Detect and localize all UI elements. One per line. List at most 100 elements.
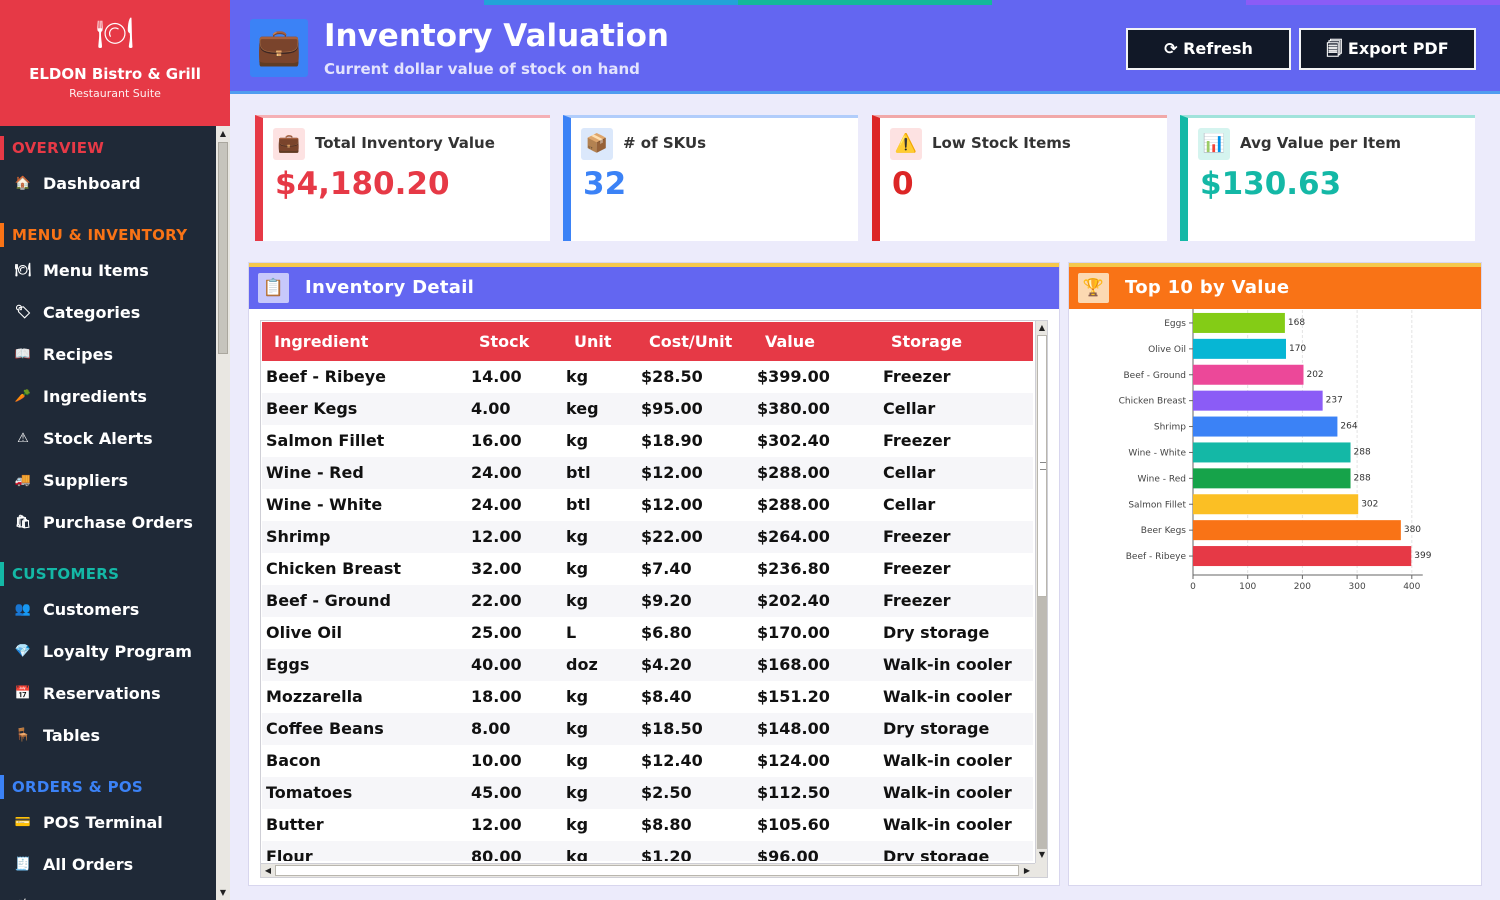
table-cell: Flour [266, 847, 313, 861]
table-cell: $22.00 [641, 527, 703, 546]
table-cell: $95.00 [641, 399, 703, 418]
table-row[interactable]: Beef - Ground 22.00 kg $9.20 $202.40 Freezer [262, 585, 1033, 617]
table-cell: Cellar [883, 495, 936, 514]
table-row[interactable]: Olive Oil 25.00 L $6.80 $170.00 Dry storage [262, 617, 1033, 649]
table-cell: $288.00 [757, 495, 830, 514]
table-row[interactable]: Wine - White 24.00 btl $12.00 $288.00 Cellar [262, 489, 1033, 521]
table-row[interactable]: Flour 80.00 kg $1.20 $96.00 Dry storage [262, 841, 1033, 861]
table-cell: Freezer [883, 431, 951, 450]
table-row[interactable]: Eggs 40.00 doz $4.20 $168.00 Walk-in cooler [262, 649, 1033, 681]
table-cell: Freezer [883, 559, 951, 578]
sidebar-item-loyalty-program[interactable]: 💎 Loyalty Program [0, 634, 216, 670]
table-cell: $380.00 [757, 399, 830, 418]
header-accent-stripe [992, 0, 1246, 5]
table-vertical-scrollbar[interactable]: ▲ ▼ [1035, 321, 1047, 863]
sidebar-item-customers[interactable]: 👥 Customers [0, 592, 216, 628]
table-cell: kg [566, 527, 589, 546]
nav-icon: 💳 [14, 815, 32, 830]
table-row[interactable]: Beef - Ribeye 14.00 kg $28.50 $399.00 Freezer [262, 361, 1033, 393]
category-label: Salmon Fillet [1128, 500, 1186, 510]
table-cell: Eggs [266, 655, 310, 674]
refresh-button[interactable]: ⟳ Refresh [1126, 28, 1291, 70]
table-cell: kg [566, 367, 589, 386]
table-cell: Freezer [883, 527, 951, 546]
table-cell: 45.00 [471, 783, 522, 802]
header-accent-stripe [484, 0, 738, 5]
sidebar-item-purchase-orders[interactable]: 🛍 Purchase Orders [0, 505, 216, 541]
table-row[interactable]: Tomatoes 45.00 kg $2.50 $112.50 Walk-in coole… [262, 777, 1033, 809]
header-accent-stripe [230, 0, 484, 5]
column-header[interactable]: Ingredient [274, 332, 369, 351]
scroll-left-arrow-icon[interactable]: ◀ [264, 866, 272, 875]
bar [1193, 364, 1304, 385]
export-pdf-button[interactable]: 🗐 Export PDF [1299, 28, 1476, 70]
table-row[interactable]: Coffee Beans 8.00 kg $18.50 $148.00 Dry stora… [262, 713, 1033, 745]
scroll-up-arrow-icon[interactable]: ▲ [219, 129, 227, 138]
table-cell: $18.90 [641, 431, 703, 450]
table-cell: $302.40 [757, 431, 830, 450]
column-header[interactable]: Stock [479, 332, 530, 351]
header-accent-stripe [738, 0, 992, 5]
inventory-detail-header: 📋 Inventory Detail [249, 263, 1059, 309]
table-cell: kg [566, 431, 589, 450]
table-cell: $4.20 [641, 655, 692, 674]
nav-icon: 🥕 [14, 389, 32, 404]
scroll-down-arrow-icon[interactable]: ▼ [219, 888, 227, 897]
table-cell: kg [566, 847, 589, 861]
sidebar-item-suppliers[interactable]: 🚚 Suppliers [0, 463, 216, 499]
scroll-down-arrow-icon[interactable]: ▼ [1038, 850, 1046, 859]
table-row[interactable]: Salmon Fillet 16.00 kg $18.90 $302.40 Freezer [262, 425, 1033, 457]
sidebar-item-dine-in-orders[interactable]: 🍴 Dine-In Orders [0, 889, 216, 900]
table-cell: kg [566, 751, 589, 770]
column-header[interactable]: Cost/Unit [649, 332, 733, 351]
scroll-right-arrow-icon[interactable]: ▶ [1023, 866, 1031, 875]
table-cell: $12.00 [641, 495, 703, 514]
sidebar-item-dashboard[interactable]: 🏠 Dashboard [0, 166, 216, 202]
table-row[interactable]: Chicken Breast 32.00 kg $7.40 $236.80 Freezer [262, 553, 1033, 585]
table-cell: Dry storage [883, 847, 990, 861]
sidebar-item-categories[interactable]: 🏷 Categories [0, 295, 216, 331]
table-cell: Dry storage [883, 623, 990, 642]
kpi-total-value-card: 💼 Total Inventory Value $4,180.20 [255, 115, 550, 241]
sidebar-item-reservations[interactable]: 📅 Reservations [0, 676, 216, 712]
top10-panel: 🏆 Top 10 by Value 0 100 200 300 400 Eggs 168 Ol… [1068, 262, 1482, 886]
table-horizontal-scrollbar[interactable]: ◀ ▶ [261, 863, 1035, 877]
sidebar-scroll-thumb[interactable] [218, 142, 228, 354]
table-row[interactable]: Beer Kegs 4.00 keg $95.00 $380.00 Cellar [262, 393, 1033, 425]
table-scroll-thumb[interactable] [1037, 335, 1047, 597]
table-row[interactable]: Bacon 10.00 kg $12.40 $124.00 Walk-in cooler [262, 745, 1033, 777]
table-cell: Walk-in cooler [883, 687, 1012, 706]
table-row[interactable]: Wine - Red 24.00 btl $12.00 $288.00 Cellar [262, 457, 1033, 489]
table-cell: Wine - Red [266, 463, 364, 482]
table-hscroll-thumb[interactable] [275, 865, 1019, 876]
column-header[interactable]: Unit [574, 332, 612, 351]
kpi-icon: ⚠️ [890, 128, 922, 160]
sidebar-item-all-orders[interactable]: 🧾 All Orders [0, 847, 216, 883]
sidebar-item-tables[interactable]: 🪑 Tables [0, 718, 216, 754]
sidebar-item-ingredients[interactable]: 🥕 Ingredients [0, 379, 216, 415]
table-cell: kg [566, 559, 589, 578]
sidebar-item-pos-terminal[interactable]: 💳 POS Terminal [0, 805, 216, 841]
table-row[interactable]: Butter 12.00 kg $8.80 $105.60 Walk-in cooler [262, 809, 1033, 841]
table-cell: Cellar [883, 399, 936, 418]
inventory-detail-panel: 📋 Inventory Detail Ingredient Stock Unit Co… [248, 262, 1060, 886]
kpi-value: 32 [583, 166, 627, 202]
table-cell: kg [566, 591, 589, 610]
table-cell: $202.40 [757, 591, 830, 610]
sidebar-scrollbar[interactable]: ▲ ▼ [216, 126, 230, 900]
table-cell: Beef - Ribeye [266, 367, 387, 386]
table-row[interactable]: Shrimp 12.00 kg $22.00 $264.00 Freezer [262, 521, 1033, 553]
scroll-up-arrow-icon[interactable]: ▲ [1038, 323, 1046, 332]
table-cell: btl [566, 495, 591, 514]
data-label: 264 [1340, 422, 1357, 432]
column-header[interactable]: Value [765, 332, 816, 351]
sidebar-item-stock-alerts[interactable]: ⚠ Stock Alerts [0, 421, 216, 457]
column-header[interactable]: Storage [891, 332, 963, 351]
sidebar-item-recipes[interactable]: 📖 Recipes [0, 337, 216, 373]
scroll-track[interactable] [1037, 597, 1047, 849]
table-cell: 14.00 [471, 367, 522, 386]
table-row[interactable]: Mozzarella 18.00 kg $8.40 $151.20 Walk-in coo… [262, 681, 1033, 713]
category-label: Eggs [1164, 319, 1186, 329]
nav-icon: 🍽 [14, 263, 32, 278]
sidebar-item-menu-items[interactable]: 🍽 Menu Items [0, 253, 216, 289]
